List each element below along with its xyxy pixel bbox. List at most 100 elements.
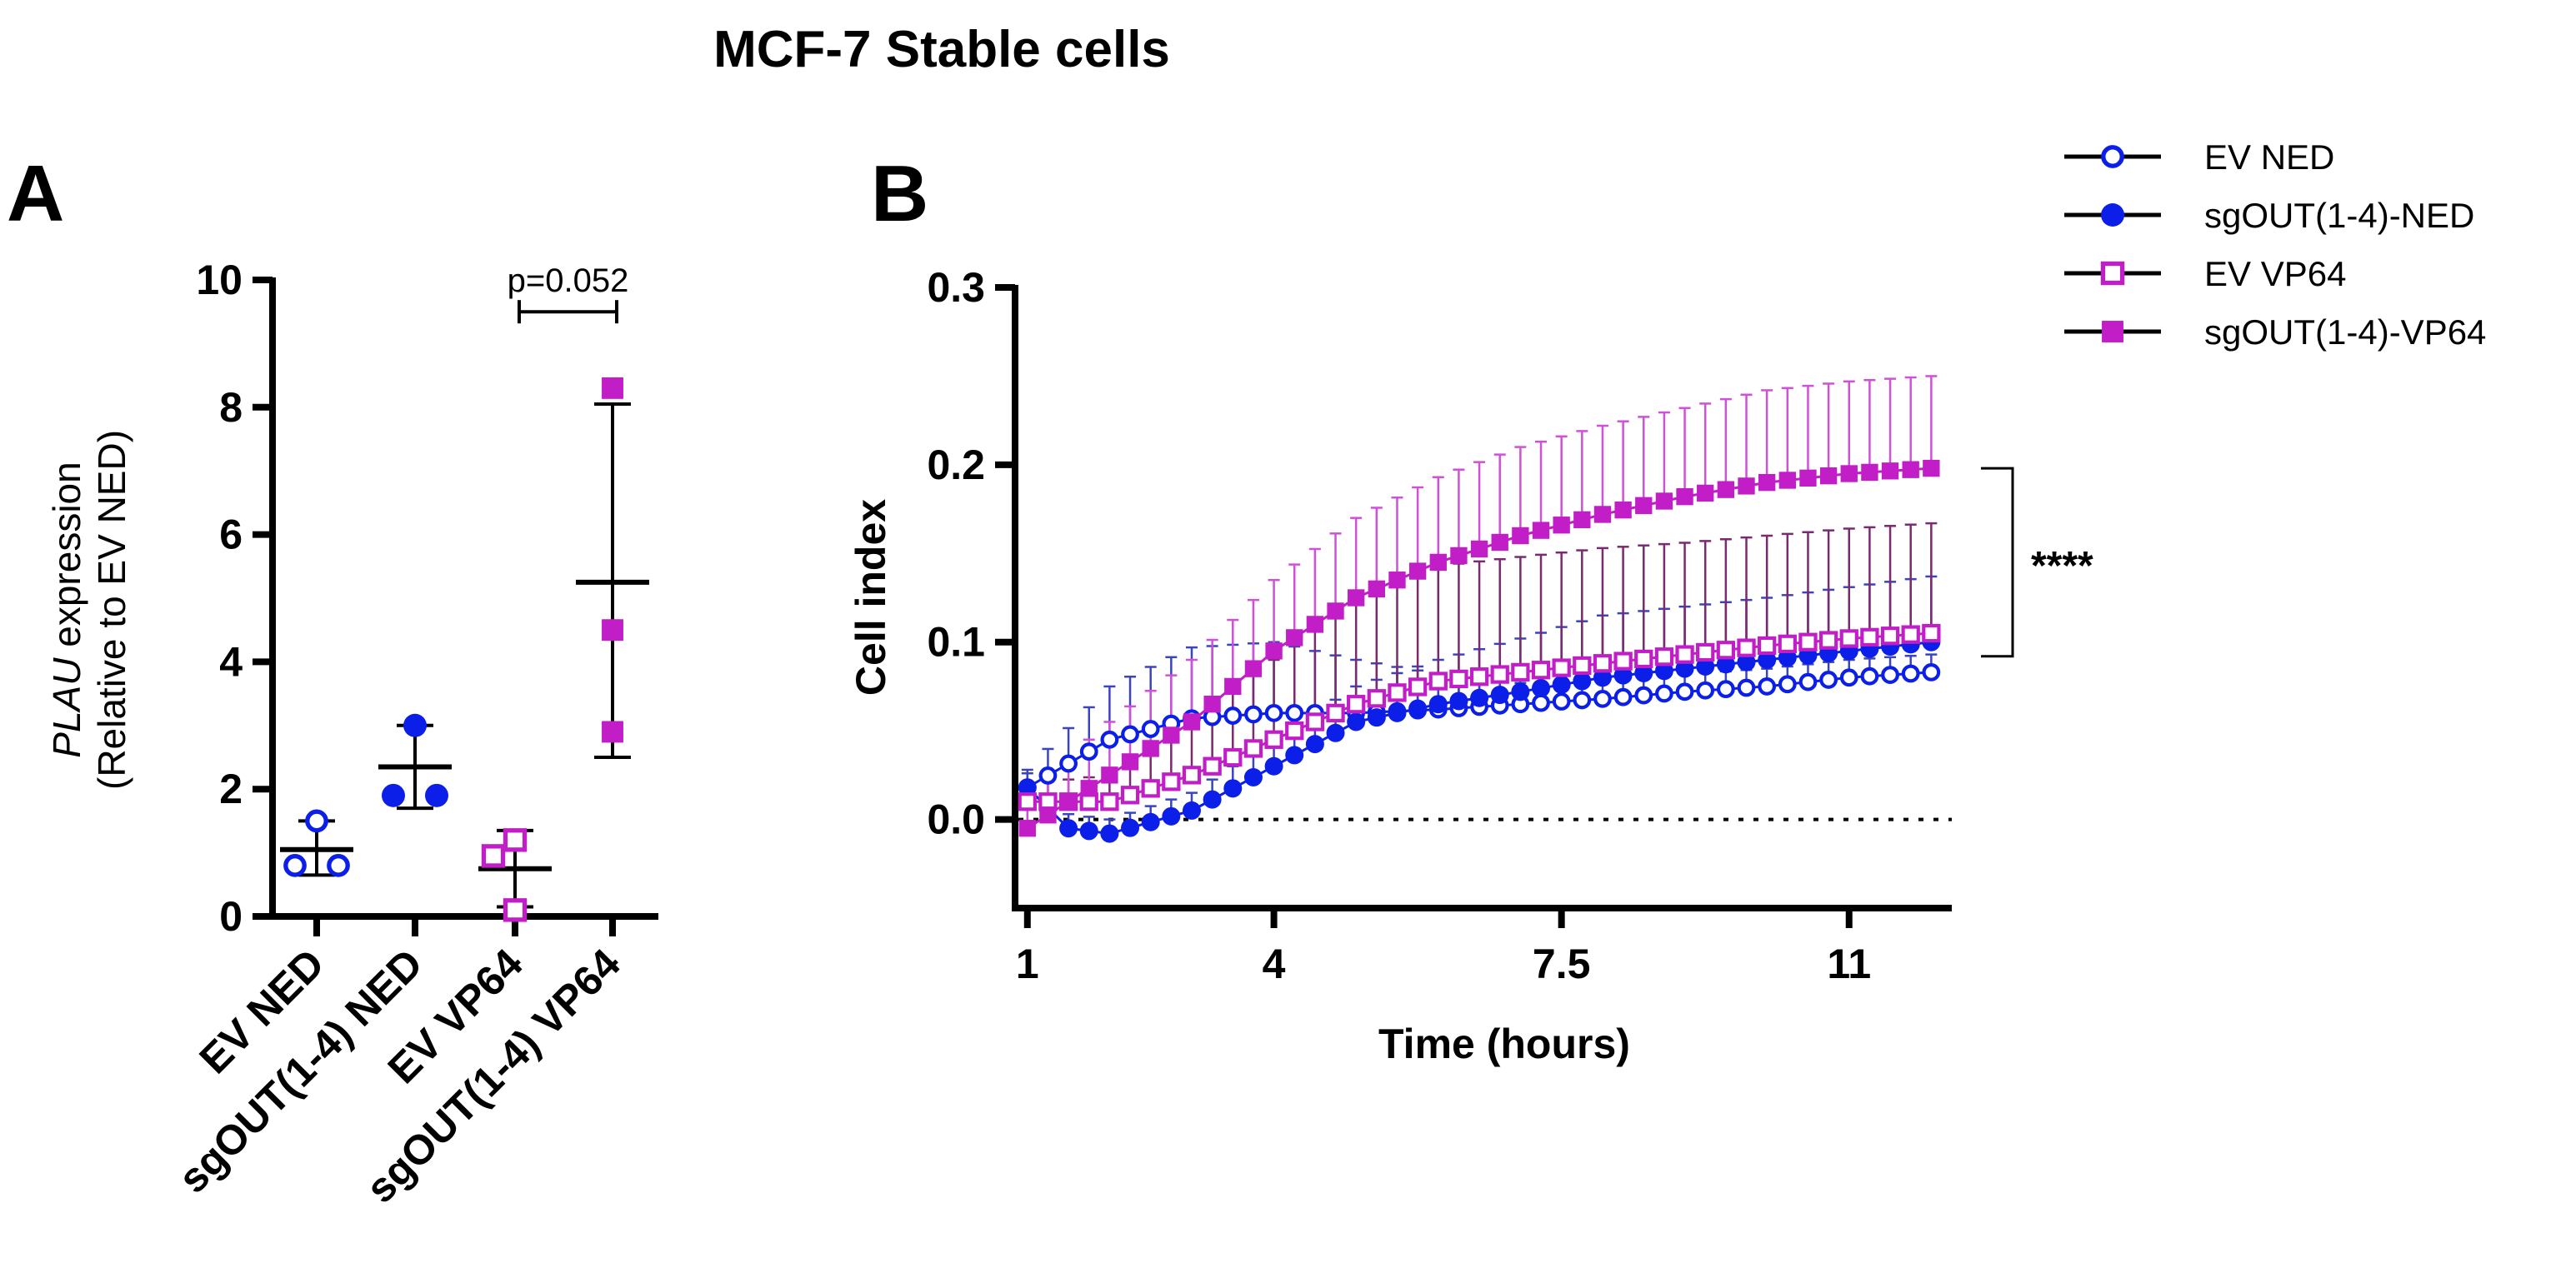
panel-a-y-tick-label: 4: [219, 638, 243, 685]
panel-b-point: [1163, 726, 1180, 744]
panel-b-point: [1100, 730, 1119, 749]
panel-b-point: [1326, 723, 1345, 742]
panel-b-point: [1141, 812, 1160, 831]
panel-b-chart: Cell index Time (hours) 0.0 0.1 0.2 0.3 1 4 7.…: [848, 137, 2486, 1067]
panel-b-point: [1265, 642, 1283, 660]
panel-b-legend-label: sgOUT(1-4)-NED: [2204, 196, 2474, 235]
panel-a-label: A: [7, 149, 64, 238]
panel-b-point: [1080, 780, 1098, 797]
panel-b-significance-label: ****: [2031, 544, 2093, 588]
panel-b-label: B: [871, 149, 928, 238]
panel-b-marks: ****: [1018, 375, 2093, 843]
panel-b-point: [1778, 472, 1796, 489]
panel-b-point: [1717, 481, 1735, 498]
panel-b-point: [1039, 806, 1057, 824]
panel-b-point: [1573, 691, 1592, 710]
panel-b-point: [1798, 632, 1818, 651]
panel-b-point: [1902, 461, 1919, 478]
panel-b-point: [1038, 766, 1058, 785]
panel-b-point: [1079, 821, 1098, 841]
panel-b-point: [1264, 756, 1283, 776]
panel-b-point: [1881, 462, 1899, 480]
panel-b-point: [1798, 672, 1818, 691]
panel-b-y-tick-label: 0.0: [927, 796, 985, 843]
panel-b-point: [1860, 666, 1879, 686]
panel-b-point: [1203, 756, 1222, 776]
panel-b-legend-label: sgOUT(1-4)-VP64: [2204, 312, 2486, 352]
panel-b-point: [1613, 651, 1633, 671]
panel-b-point: [1861, 463, 1878, 482]
panel-b-point: [1449, 669, 1468, 689]
panel-b-point: [1654, 661, 1673, 681]
panel-b-point: [1264, 703, 1283, 722]
panel-b-point: [1840, 465, 1858, 482]
panel-b-point: [1593, 668, 1612, 687]
panel-b-point: [1819, 671, 1838, 689]
panel-b-point: [1675, 682, 1694, 701]
panel-b-point: [1243, 739, 1263, 758]
panel-b-point: [1553, 517, 1570, 534]
panel-b-point: [1388, 572, 1406, 589]
panel-b-point: [1388, 683, 1407, 702]
panel-b-point: [1716, 680, 1735, 699]
panel-b-point: [1182, 801, 1201, 820]
panel-b-point: [1223, 747, 1243, 767]
panel-a-point: [602, 721, 623, 743]
panel-a-y-tick-label: 2: [219, 766, 243, 812]
panel-b-point: [1223, 706, 1243, 725]
panel-b-point: [1223, 779, 1243, 798]
panel-b-point: [1244, 705, 1263, 724]
panel-b-point: [1285, 746, 1304, 765]
panel-b-point: [1818, 631, 1838, 650]
panel-b-y-tick-label: 0.2: [927, 442, 985, 488]
panel-a-point: [602, 377, 623, 399]
panel-a-marks: p=0.052: [280, 262, 649, 922]
panel-b-point: [1881, 666, 1899, 684]
panel-a-point: [327, 854, 350, 877]
panel-b-point: [1676, 487, 1693, 506]
panel-b-point: [1634, 663, 1653, 682]
panel-b-point: [1018, 792, 1037, 811]
panel-b-point: [1696, 681, 1715, 700]
panel-b-point: [1922, 663, 1941, 681]
panel-b-point: [1348, 589, 1365, 607]
panel-b-point: [1490, 686, 1509, 705]
panel-a-point: [503, 898, 528, 922]
panel-b-point: [1532, 522, 1550, 539]
panel-b-point: [1552, 692, 1571, 711]
panel-b-x-tick-label: 4: [1263, 941, 1286, 987]
panel-b-point: [1696, 642, 1715, 662]
panel-b-point: [1635, 497, 1653, 514]
panel-b-point: [1613, 687, 1633, 706]
panel-b-point: [1593, 689, 1612, 708]
panel-b-point: [1305, 735, 1324, 754]
panel-b-point: [1573, 671, 1592, 691]
panel-a-point: [503, 828, 528, 852]
panel-b-point: [1901, 664, 1920, 683]
panel-b-point: [1428, 671, 1448, 691]
panel-b-point: [1675, 659, 1694, 678]
panel-b-point: [1799, 469, 1817, 487]
panel-b-legend-marker: [2101, 203, 2124, 227]
panel-b-point: [1737, 678, 1756, 697]
panel-a-y-label-line2: (Relative to EV NED): [90, 430, 133, 790]
panel-b-significance-bracket: [1981, 467, 2014, 658]
panel-b-point: [1697, 484, 1714, 502]
panel-b-point: [1121, 753, 1139, 771]
panel-b-point: [1286, 629, 1303, 646]
panel-b-point: [1101, 766, 1118, 784]
panel-b-point: [1923, 459, 1940, 477]
panel-b-x-tick-label: 1: [1016, 941, 1039, 987]
panel-b-point: [1470, 688, 1489, 707]
panel-b-legend-label: EV NED: [2204, 137, 2334, 177]
panel-a-y-tick-label: 8: [219, 384, 243, 431]
panel-b-point: [1408, 677, 1428, 696]
panel-b-point: [1018, 820, 1036, 837]
panel-b-point: [1244, 660, 1263, 677]
panel-b-point: [1121, 818, 1140, 837]
panel-b-point: [1593, 506, 1612, 523]
panel-b-point: [1141, 720, 1160, 738]
panel-b-point: [1121, 725, 1139, 744]
panel-b-point: [1634, 649, 1653, 669]
